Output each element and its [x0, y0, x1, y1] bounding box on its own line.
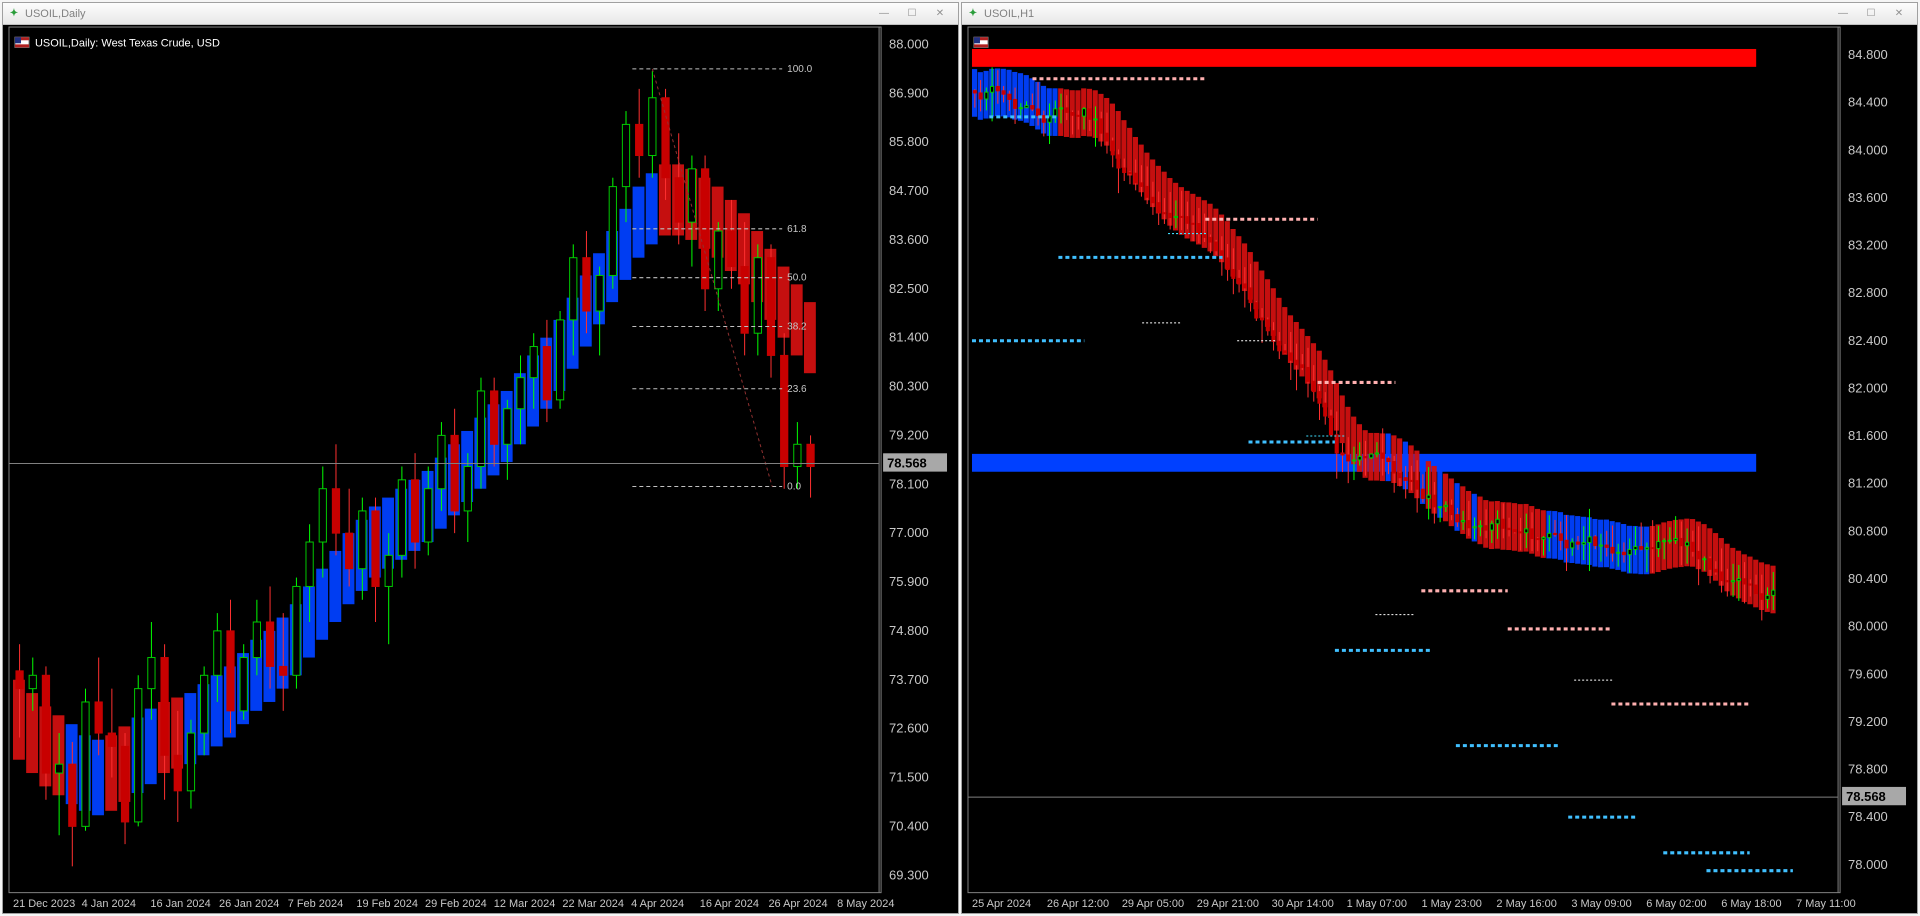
svg-text:50.0: 50.0 [787, 273, 807, 284]
svg-text:25 Apr 2024: 25 Apr 2024 [972, 898, 1031, 910]
svg-text:1 May 07:00: 1 May 07:00 [1347, 898, 1407, 910]
window-title: USOIL,H1 [984, 8, 1829, 20]
svg-text:78.568: 78.568 [887, 455, 927, 470]
svg-text:71.500: 71.500 [889, 769, 929, 784]
maximize-button[interactable]: ☐ [898, 5, 926, 23]
svg-text:80.800: 80.800 [1848, 523, 1888, 538]
svg-text:79.600: 79.600 [1848, 666, 1888, 681]
svg-text:30 Apr 14:00: 30 Apr 14:00 [1272, 898, 1334, 910]
close-button[interactable]: ✕ [926, 5, 954, 23]
svg-text:78.568: 78.568 [1846, 789, 1886, 804]
svg-text:88.000: 88.000 [889, 36, 929, 51]
minimize-button[interactable]: — [870, 5, 898, 23]
svg-text:80.300: 80.300 [889, 378, 929, 393]
svg-text:78.100: 78.100 [889, 476, 929, 491]
svg-text:72.600: 72.600 [889, 721, 929, 736]
titlebar-daily[interactable]: ✦ USOIL,Daily — ☐ ✕ [3, 3, 958, 25]
svg-text:81.200: 81.200 [1848, 476, 1888, 491]
app-icon: ✦ [966, 7, 980, 21]
svg-text:78.000: 78.000 [1848, 857, 1888, 872]
app-icon: ✦ [7, 7, 21, 21]
svg-text:82.500: 82.500 [889, 281, 929, 296]
minimize-button[interactable]: — [1829, 5, 1857, 23]
svg-text:0.0: 0.0 [787, 481, 801, 492]
svg-text:22 Mar 2024: 22 Mar 2024 [562, 898, 624, 910]
svg-text:21 Dec 2023: 21 Dec 2023 [13, 898, 75, 910]
svg-text:78.400: 78.400 [1848, 809, 1888, 824]
svg-text:2 May 16:00: 2 May 16:00 [1496, 898, 1556, 910]
svg-text:70.400: 70.400 [889, 818, 929, 833]
svg-text:82.400: 82.400 [1848, 333, 1888, 348]
svg-text:USOIL,Daily: West Texas Crude: USOIL,Daily: West Texas Crude, USD [35, 37, 220, 49]
svg-text:73.700: 73.700 [889, 672, 929, 687]
svg-text:12 Mar 2024: 12 Mar 2024 [494, 898, 556, 910]
svg-text:61.8: 61.8 [787, 224, 807, 235]
svg-text:3 May 09:00: 3 May 09:00 [1571, 898, 1631, 910]
svg-text:82.000: 82.000 [1848, 380, 1888, 395]
window-buttons: — ☐ ✕ [870, 5, 954, 23]
svg-text:84.000: 84.000 [1848, 142, 1888, 157]
svg-text:6 May 18:00: 6 May 18:00 [1721, 898, 1781, 910]
svg-text:26 Jan 2024: 26 Jan 2024 [219, 898, 279, 910]
svg-text:80.000: 80.000 [1848, 619, 1888, 634]
svg-text:100.0: 100.0 [787, 64, 812, 75]
svg-text:29 Apr 21:00: 29 Apr 21:00 [1197, 898, 1259, 910]
svg-text:75.900: 75.900 [889, 574, 929, 589]
svg-text:79.200: 79.200 [889, 427, 929, 442]
svg-text:84.700: 84.700 [889, 183, 929, 198]
svg-text:16 Apr 2024: 16 Apr 2024 [700, 898, 759, 910]
svg-text:26 Apr 2024: 26 Apr 2024 [768, 898, 827, 910]
svg-text:1 May 23:00: 1 May 23:00 [1422, 898, 1482, 910]
svg-text:82.800: 82.800 [1848, 285, 1888, 300]
close-button[interactable]: ✕ [1885, 5, 1913, 23]
svg-text:23.6: 23.6 [787, 384, 807, 395]
svg-text:74.800: 74.800 [889, 623, 929, 638]
svg-text:7 May 11:00: 7 May 11:00 [1796, 898, 1856, 910]
svg-text:38.2: 38.2 [787, 322, 807, 333]
svg-text:83.600: 83.600 [889, 232, 929, 247]
svg-text:29 Feb 2024: 29 Feb 2024 [425, 898, 487, 910]
chart-daily[interactable]: 69.300 70.400 71.500 72.600 73.700 74.800 75.9… [3, 25, 958, 913]
maximize-button[interactable]: ☐ [1857, 5, 1885, 23]
svg-text:16 Jan 2024: 16 Jan 2024 [150, 898, 210, 910]
svg-text:81.400: 81.400 [889, 330, 929, 345]
svg-text:4 Apr 2024: 4 Apr 2024 [631, 898, 684, 910]
chart-h1[interactable]: 78.000 78.400 78.800 79.200 79.600 80.000 80.4… [962, 25, 1917, 913]
workspace: ✦ USOIL,Daily — ☐ ✕ 69.300 70.400 71.500 72… [0, 0, 1920, 916]
svg-text:29 Apr 05:00: 29 Apr 05:00 [1122, 898, 1184, 910]
svg-text:7 Feb 2024: 7 Feb 2024 [288, 898, 344, 910]
svg-text:83.200: 83.200 [1848, 237, 1888, 252]
svg-text:84.400: 84.400 [1848, 95, 1888, 110]
titlebar-h1[interactable]: ✦ USOIL,H1 — ☐ ✕ [962, 3, 1917, 25]
svg-text:79.200: 79.200 [1848, 714, 1888, 729]
svg-text:77.000: 77.000 [889, 525, 929, 540]
svg-text:84.800: 84.800 [1848, 47, 1888, 62]
svg-text:86.900: 86.900 [889, 85, 929, 100]
svg-text:26 Apr 12:00: 26 Apr 12:00 [1047, 898, 1109, 910]
svg-text:78.800: 78.800 [1848, 761, 1888, 776]
window-title: USOIL,Daily [25, 8, 870, 20]
panel-daily: ✦ USOIL,Daily — ☐ ✕ 69.300 70.400 71.500 72… [2, 2, 959, 914]
svg-text:8 May 2024: 8 May 2024 [837, 898, 894, 910]
svg-text:69.300: 69.300 [889, 867, 929, 882]
svg-text:81.600: 81.600 [1848, 428, 1888, 443]
panel-h1: ✦ USOIL,H1 — ☐ ✕ 78.000 78.400 78.800 79.20… [961, 2, 1918, 914]
svg-text:19 Feb 2024: 19 Feb 2024 [356, 898, 418, 910]
svg-text:4 Jan 2024: 4 Jan 2024 [82, 898, 136, 910]
svg-text:85.800: 85.800 [889, 134, 929, 149]
svg-text:80.400: 80.400 [1848, 571, 1888, 586]
svg-text:83.600: 83.600 [1848, 190, 1888, 205]
svg-text:6 May 02:00: 6 May 02:00 [1646, 898, 1706, 910]
window-buttons: — ☐ ✕ [1829, 5, 1913, 23]
